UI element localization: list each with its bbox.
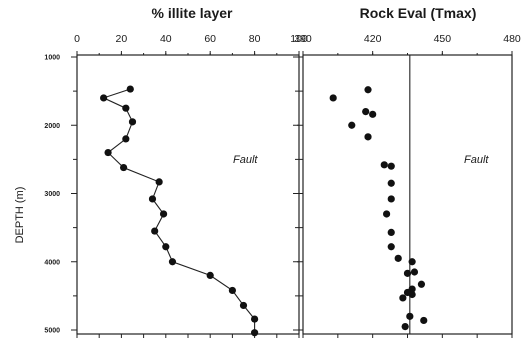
tmax-data-point xyxy=(417,280,426,288)
tmax-data-point xyxy=(362,108,370,116)
illite-data-point xyxy=(228,286,236,295)
illite-data-point xyxy=(206,271,214,279)
tmax-data-point xyxy=(408,258,416,266)
tmax-fault-annotation: Fault xyxy=(464,154,489,166)
tmax-data-points xyxy=(329,86,428,331)
tmax-data-point xyxy=(383,210,391,218)
illite-data-point xyxy=(251,329,259,337)
tmax-data-point xyxy=(387,243,395,251)
illite-data-point xyxy=(128,118,137,126)
illite-x-axis: 0 20 40 60 80 100 xyxy=(74,33,308,338)
tmax-data-point xyxy=(387,195,395,203)
depth-tick-label: 3000 xyxy=(44,191,60,198)
illite-data-point xyxy=(100,94,108,102)
illite-trend-line xyxy=(102,88,256,333)
illite-panel-title: % illite layer xyxy=(152,5,233,21)
tmax-data-point xyxy=(329,94,337,102)
depth-tick-label: 5000 xyxy=(44,328,60,335)
illite-x-tick-label: 80 xyxy=(249,33,261,45)
tmax-panel-title: Rock Eval (Tmax) xyxy=(360,5,477,21)
tmax-data-point xyxy=(403,269,412,277)
illite-x-tick-label: 100 xyxy=(290,33,308,45)
illite-x-tick-label: 0 xyxy=(74,33,80,45)
tmax-panel: Rock Eval (Tmax) 390 420 450 480 Fault xyxy=(294,5,521,338)
illite-data-point xyxy=(251,315,259,323)
depth-tick-label: 4000 xyxy=(44,259,60,266)
tmax-data-point xyxy=(387,179,395,187)
illite-data-point xyxy=(159,210,168,218)
illite-fault-annotation: Fault xyxy=(233,154,258,166)
tmax-data-point xyxy=(410,268,419,276)
tmax-data-point xyxy=(408,290,416,299)
illite-data-point xyxy=(120,163,128,172)
illite-data-points xyxy=(100,85,259,337)
illite-data-point xyxy=(122,135,130,143)
tmax-data-point xyxy=(364,133,372,141)
illite-data-point xyxy=(162,243,170,251)
tmax-data-point xyxy=(348,121,356,129)
illite-x-tick-label: 40 xyxy=(160,33,172,45)
illite-data-point xyxy=(104,148,112,157)
depth-axis: 1000 2000 3000 4000 5000 xyxy=(44,55,303,335)
tmax-x-tick-label: 420 xyxy=(364,33,382,45)
illite-panel: % illite layer 0 20 40 60 80 100 1000 2000 3000… xyxy=(44,5,308,338)
illite-data-point xyxy=(148,195,157,203)
tmax-x-tick-label: 480 xyxy=(503,33,521,45)
tmax-x-tick-label: 390 xyxy=(294,33,312,45)
depth-tick-label: 2000 xyxy=(44,123,60,130)
illite-x-tick-label: 60 xyxy=(204,33,216,45)
tmax-data-point xyxy=(364,86,372,94)
tmax-data-point xyxy=(420,316,428,325)
tmax-data-point xyxy=(406,312,414,320)
illite-data-point xyxy=(239,301,248,310)
depth-tick-label: 1000 xyxy=(44,55,60,62)
illite-data-point xyxy=(168,258,177,266)
tmax-x-axis: 390 420 450 480 xyxy=(294,33,521,338)
illite-panel-frame xyxy=(76,54,300,335)
illite-data-point xyxy=(151,227,159,235)
tmax-data-point xyxy=(399,294,407,302)
tmax-data-point xyxy=(380,161,388,169)
tmax-data-point xyxy=(387,162,395,170)
illite-data-point xyxy=(122,104,130,112)
tmax-x-tick-label: 450 xyxy=(434,33,452,45)
depth-axis-label: DEPTH (m) xyxy=(14,187,26,244)
tmax-data-point xyxy=(394,254,402,262)
tmax-data-point xyxy=(369,110,377,118)
tmax-data-point xyxy=(401,322,409,331)
illite-data-point xyxy=(155,178,163,186)
tmax-data-point xyxy=(387,228,395,237)
illite-data-point xyxy=(126,85,134,93)
illite-x-tick-label: 20 xyxy=(116,33,128,45)
